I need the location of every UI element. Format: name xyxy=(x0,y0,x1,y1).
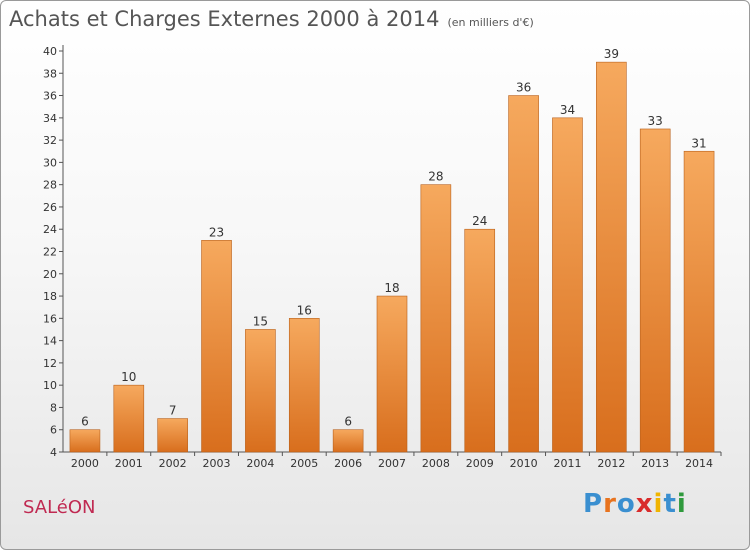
logo-letter: i xyxy=(676,489,687,519)
bar xyxy=(552,117,583,453)
chart-unit: (en milliers d'€) xyxy=(447,16,534,29)
y-tick-label: 32 xyxy=(43,134,57,147)
y-tick-label: 4 xyxy=(50,446,57,459)
x-tick-label: 2007 xyxy=(378,457,406,470)
x-tick-label: 2010 xyxy=(510,457,538,470)
logo-letter: r xyxy=(603,489,617,519)
bars xyxy=(69,61,715,453)
y-tick-label: 26 xyxy=(43,201,57,214)
y-tick-label: 16 xyxy=(43,312,57,325)
bar-value-label: 18 xyxy=(384,281,399,295)
bar xyxy=(420,184,452,453)
y-tick-label: 8 xyxy=(50,401,57,414)
x-tick-label: 2001 xyxy=(115,457,143,470)
logo-letter: t xyxy=(663,489,677,519)
bar-value-label: 6 xyxy=(81,415,89,429)
logo-letter: x xyxy=(635,489,654,519)
y-tick-label: 40 xyxy=(43,45,57,58)
bar-value-label: 34 xyxy=(560,103,575,117)
bar-value-label: 7 xyxy=(169,404,177,418)
x-tick-label: 2004 xyxy=(246,457,274,470)
bar xyxy=(332,429,364,453)
bar-value-label: 10 xyxy=(121,370,136,384)
proxiti-logo: Proxiti xyxy=(583,489,687,519)
logo-letter: i xyxy=(653,489,664,519)
x-tick-label: 2013 xyxy=(641,457,669,470)
logo-letter: o xyxy=(616,489,636,519)
y-tick-label: 38 xyxy=(43,67,57,80)
x-tick-label: 2000 xyxy=(71,457,99,470)
bar-value-label: 15 xyxy=(253,314,268,328)
y-tick-label: 18 xyxy=(43,290,57,303)
bar xyxy=(157,418,188,453)
y-tick-label: 36 xyxy=(43,90,57,103)
bar xyxy=(245,329,276,453)
value-labels: 6 10 7 23 15 16 6 18 28 24 36 34 39 33 31 xyxy=(81,47,707,429)
x-tick-label: 2002 xyxy=(159,457,187,470)
y-tick-label: 24 xyxy=(43,223,57,236)
bar-value-label: 24 xyxy=(472,214,487,228)
x-tick-label: 2005 xyxy=(290,457,318,470)
y-tick-label: 12 xyxy=(43,357,57,370)
bar-value-label: 36 xyxy=(516,81,531,95)
x-tick-label: 2011 xyxy=(553,457,581,470)
chart-title: Achats et Charges Externes 2000 à 2014 (e… xyxy=(9,7,534,31)
bar-value-label: 31 xyxy=(691,136,706,150)
bar xyxy=(639,128,671,453)
bar xyxy=(201,240,232,453)
bar-value-label: 28 xyxy=(428,170,443,184)
bar xyxy=(288,318,320,453)
commune-name: SALéON xyxy=(23,497,96,518)
bar-value-label: 6 xyxy=(344,415,352,429)
x-tick-label: 2009 xyxy=(466,457,494,470)
x-tick-label: 2014 xyxy=(685,457,713,470)
bar xyxy=(69,429,101,453)
axes: 4 6 8 10 12 14 16 18 20 22 24 26 28 30 32 34 36 38 40 2000 2… xyxy=(43,45,722,470)
x-tick-label: 2012 xyxy=(597,457,625,470)
bar xyxy=(464,228,496,453)
bar-value-label: 33 xyxy=(648,114,663,128)
bar xyxy=(508,95,539,453)
y-tick-label: 10 xyxy=(43,379,57,392)
y-tick-label: 34 xyxy=(43,112,57,125)
bar xyxy=(376,295,408,453)
y-tick-label: 6 xyxy=(50,424,57,437)
bar-value-label: 23 xyxy=(209,225,224,239)
x-tick-label: 2003 xyxy=(203,457,231,470)
x-tick-label: 2008 xyxy=(422,457,450,470)
bar xyxy=(683,150,715,453)
y-tick-label: 14 xyxy=(43,335,57,348)
logo-letter: P xyxy=(583,489,604,519)
bar xyxy=(113,384,145,453)
bar xyxy=(596,61,627,453)
chart-title-text: Achats et Charges Externes 2000 à 2014 xyxy=(9,7,440,31)
bar-value-label: 16 xyxy=(297,303,312,317)
y-tick-label: 20 xyxy=(43,268,57,281)
bar-value-label: 39 xyxy=(604,47,619,61)
y-tick-label: 28 xyxy=(43,179,57,192)
y-tick-label: 22 xyxy=(43,246,57,259)
y-tick-label: 30 xyxy=(43,156,57,169)
x-tick-label: 2006 xyxy=(334,457,362,470)
